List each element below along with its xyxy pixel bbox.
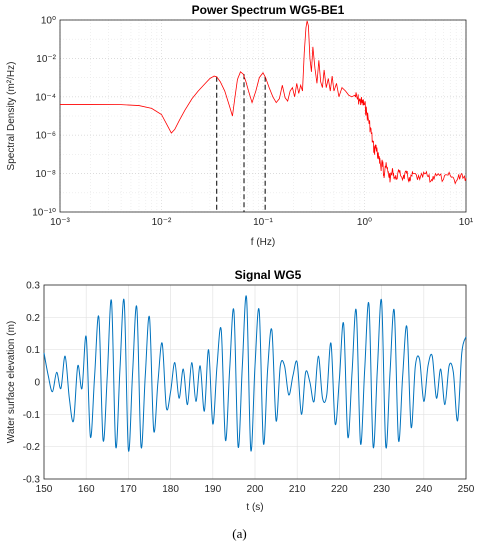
signal-x-tick-label: 180 (162, 484, 179, 495)
signal-y-tick-label: 0.3 (26, 281, 40, 292)
spectrum-x-tick-label: 10⁻³ (50, 217, 70, 228)
signal-x-tick-label: 230 (373, 484, 390, 495)
signal-x-tick-label: 190 (204, 484, 221, 495)
signal-x-tick-label: 210 (289, 484, 306, 495)
signal-chart: Signal WG5 150 160 170 180 190 200 210 220 230 24… (6, 268, 475, 513)
spectrum-x-tick-label: 10¹ (459, 217, 474, 228)
signal-y-tick-label: -0.2 (23, 442, 41, 453)
signal-x-tick-label: 170 (120, 484, 137, 495)
spectrum-y-tick-label: 10⁻⁸ (35, 169, 56, 180)
power-spectrum-chart: Power Spectrum WG5-BE1 10⁻³ 10⁻² 10⁻¹ 10⁰ 10… (6, 3, 474, 248)
signal-x-axis-label: t (s) (246, 502, 263, 513)
signal-x-tick-label: 220 (331, 484, 348, 495)
spectrum-x-tick-label: 10⁰ (357, 217, 372, 228)
signal-x-tick-label: 240 (415, 484, 432, 495)
spectrum-y-tick-label: 10⁻⁴ (35, 92, 56, 103)
panel-label: (a) (232, 526, 247, 541)
signal-line (43, 295, 467, 452)
spectrum-grid (59, 19, 467, 213)
signal-y-tick-label: 0 (34, 378, 40, 389)
spectrum-y-tick-label: 10⁰ (41, 16, 56, 27)
signal-chart-title: Signal WG5 (235, 268, 302, 282)
spectrum-x-tick-label: 10⁻² (152, 217, 172, 228)
signal-y-axis-label: Water surface elevation (m) (6, 321, 17, 443)
signal-x-tick-label: 160 (78, 484, 95, 495)
signal-x-tick-label: 200 (247, 484, 264, 495)
spectrum-plot-area (59, 19, 467, 213)
signal-y-tick-label: -0.3 (23, 475, 41, 486)
spectrum-y-tick-label: 10⁻⁶ (35, 131, 56, 142)
spectrum-ticks: 10⁻³ 10⁻² 10⁻¹ 10⁰ 10¹ 10⁻¹⁰ 10⁻⁸ 10⁻⁶ 10⁻⁴ 10⁻² 1… (32, 16, 474, 229)
spectrum-x-axis-label: f (Hz) (251, 237, 275, 248)
spectrum-y-tick-label: 10⁻¹⁰ (32, 208, 56, 219)
spectrum-y-axis-label: Spectral Density (m²/Hz) (6, 62, 17, 171)
spectrum-line (60, 20, 467, 185)
signal-y-tick-label: 0.2 (26, 313, 40, 324)
signal-y-tick-label: 0.1 (26, 345, 40, 356)
spectrum-chart-title: Power Spectrum WG5-BE1 (192, 3, 345, 17)
signal-x-tick-label: 150 (36, 484, 53, 495)
signal-y-tick-label: -0.1 (23, 410, 41, 421)
signal-x-tick-label: 250 (458, 484, 475, 495)
signal-ticks: 150 160 170 180 190 200 210 220 230 240 250 -0.3 -0.… (23, 281, 475, 496)
signal-plot-area (43, 284, 467, 480)
spectrum-y-tick-label: 10⁻² (36, 54, 56, 65)
spectrum-x-tick-label: 10⁻¹ (253, 217, 273, 228)
spectrum-peak-markers (216, 74, 266, 212)
